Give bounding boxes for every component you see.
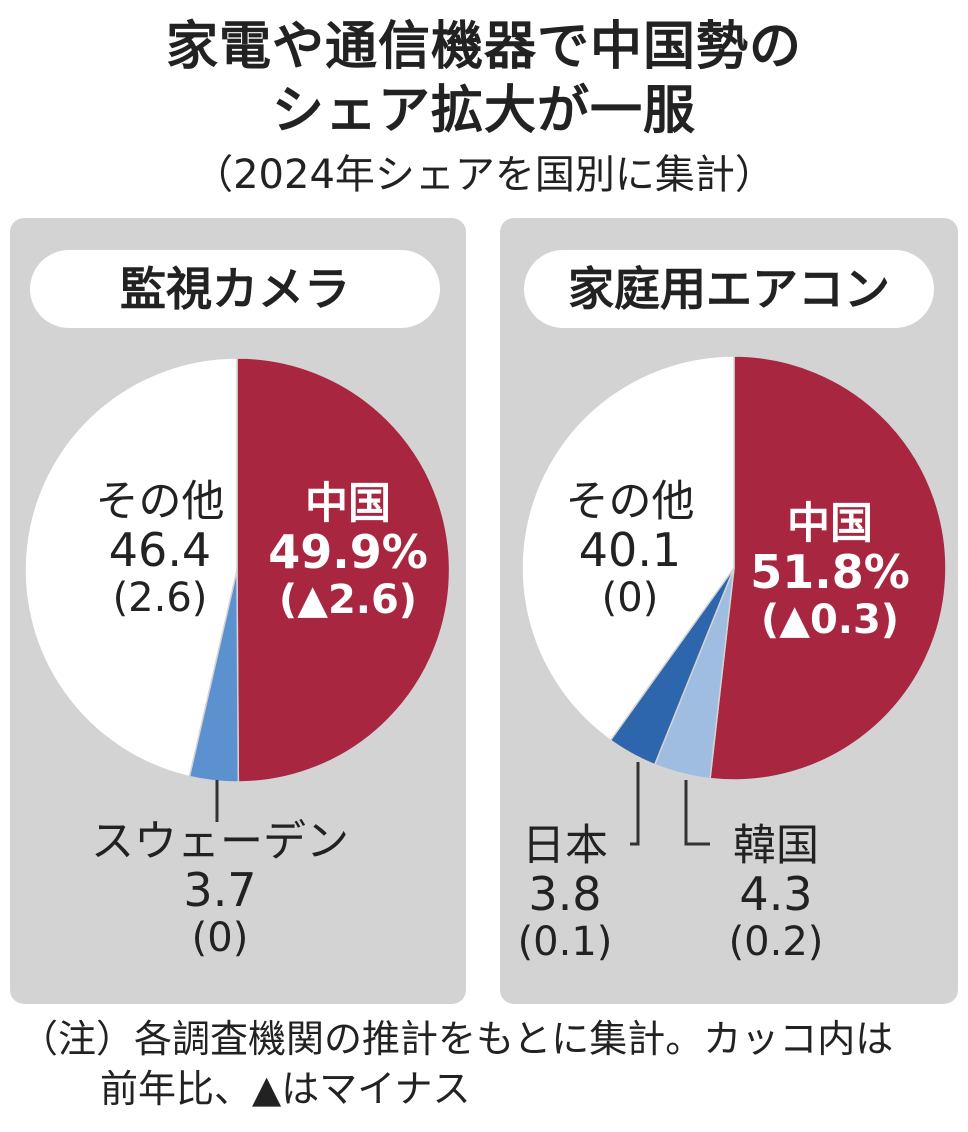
label-china-aircon-value: 51.8% <box>750 545 910 599</box>
chart-title-line2: シェア拡大が一服 <box>271 81 696 141</box>
footnote-line1: （注）各調査機関の推計をもとに集計。カッコ内は <box>20 1017 894 1061</box>
pie-slice-other <box>521 356 735 742</box>
label-other-camera-change: (2.6) <box>112 575 208 621</box>
label-other-aircon-change: (0) <box>601 575 659 621</box>
label-sweden-camera: スウェーデン 3.7 (0) <box>50 818 390 962</box>
label-other-camera-name: その他 <box>95 477 225 527</box>
label-other-camera: その他 46.4 (2.6) <box>50 478 270 622</box>
label-japan-aircon: 日本 3.8 (0.1) <box>500 822 630 966</box>
label-korea-aircon: 韓国 4.3 (0.2) <box>706 822 846 966</box>
chart-subtitle: （2024年シェアを国別に集計） <box>193 152 775 198</box>
pie-slice-other <box>24 357 238 778</box>
label-china-aircon: 中国 51.8% (▲0.3) <box>730 500 930 644</box>
label-other-aircon: その他 40.1 (0) <box>520 478 740 622</box>
label-japan-aircon-value: 3.8 <box>528 867 602 921</box>
footnote-line2: 前年比、▲はマイナス <box>100 1067 471 1111</box>
footnote: （注）各調査機関の推計をもとに集計。カッコ内は 前年比、▲はマイナス <box>20 1014 950 1114</box>
label-korea-aircon-change: (0.2) <box>728 919 824 965</box>
panel-title-household-aircon: 家庭用エアコン <box>524 250 934 328</box>
label-japan-aircon-name: 日本 <box>522 821 608 871</box>
chart-title-line1: 家電や通信機器で中国勢の <box>165 17 802 77</box>
pie-chart-household-aircon <box>521 356 947 781</box>
label-korea-aircon-name: 韓国 <box>733 821 819 871</box>
label-sweden-camera-value: 3.7 <box>183 863 257 917</box>
leader-line-japan <box>630 762 640 846</box>
label-china-camera-name: 中国 <box>305 479 391 529</box>
label-china-camera-change: (▲2.6) <box>278 577 418 623</box>
label-china-camera: 中国 49.9% (▲2.6) <box>248 480 448 624</box>
label-china-camera-value: 49.9% <box>268 525 428 579</box>
pie-slice-china <box>709 356 947 781</box>
panel-surveillance-camera: 監視カメラ その他 46.4 (2.6) 中国 49.9% (▲2.6) スウェ… <box>10 218 466 1004</box>
pie-chart-surveillance-camera <box>24 357 451 783</box>
label-korea-aircon-value: 4.3 <box>739 867 813 921</box>
pie-slice-china <box>236 357 451 783</box>
panel-household-aircon: 家庭用エアコン その他 40.1 (0) 中国 51.8% (▲0.3) 日本 … <box>500 218 958 1004</box>
label-japan-aircon-change: (0.1) <box>517 919 613 965</box>
label-china-aircon-name: 中国 <box>787 499 873 549</box>
leader-line-korea <box>684 780 710 846</box>
leader-line-sweden <box>215 780 219 822</box>
label-sweden-camera-name: スウェーデン <box>91 817 349 867</box>
label-other-camera-value: 46.4 <box>108 523 212 577</box>
panel-title-surveillance-camera: 監視カメラ <box>30 250 440 328</box>
label-other-aircon-name: その他 <box>565 477 695 527</box>
label-china-aircon-change: (▲0.3) <box>760 597 900 643</box>
label-other-aircon-value: 40.1 <box>578 523 682 577</box>
label-sweden-camera-change: (0) <box>191 915 249 961</box>
